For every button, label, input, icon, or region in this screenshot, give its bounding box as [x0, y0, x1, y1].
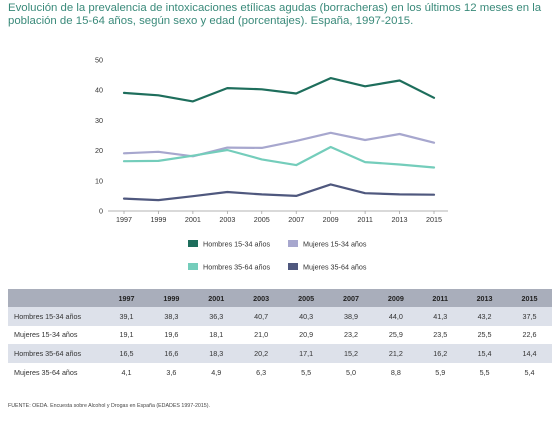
table-cell: 5,4 [524, 367, 535, 377]
table-header-row: 1997 1999 2001 2003 2005 2007 2009 2011 2013 2015 [8, 289, 552, 307]
x-tick-label: 2009 [323, 215, 339, 224]
table-cell: 23,5 [433, 330, 448, 340]
series-line [122, 183, 436, 202]
table-header-cell: 2015 [521, 293, 538, 303]
y-tick-label: 0 [99, 207, 103, 216]
table-cell: 16,5 [119, 348, 134, 358]
table-cell: 21,0 [254, 330, 269, 340]
table-row-label: Hombres 35-64 años [14, 348, 82, 358]
x-tick-label: 2007 [288, 215, 304, 224]
table-cell: 44,0 [388, 311, 403, 321]
y-tick-label: 20 [95, 146, 103, 155]
legend-swatch [288, 240, 298, 247]
table-cell: 5,5 [479, 367, 490, 377]
chart-axes: 0 10 20 30 40 50 1997 1999 2001 2003 2005 2007 2009 2… [95, 56, 448, 224]
chart-legend: Hombres 15-34 años Mujeres 15-34 años Homb… [188, 239, 367, 271]
table-cell: 3,6 [166, 367, 177, 377]
x-tick-label: 2003 [219, 215, 235, 224]
table-header-cell: 2011 [432, 293, 449, 303]
table-header-cell: 2009 [387, 293, 404, 303]
table-cell: 4,1 [121, 367, 132, 377]
table-row: Mujeres 15-34 años 19,1 19,6 18,1 21,0 20,9 23… [8, 325, 552, 345]
table-cell: 17,1 [299, 348, 314, 358]
legend-swatch [188, 263, 198, 270]
table-cell: 43,2 [477, 311, 492, 321]
y-tick-label: 50 [95, 56, 103, 65]
table-body: Hombres 15-34 años 39,1 38,3 36,3 40,7 40,3 38… [8, 307, 552, 382]
x-tick-label: 1997 [116, 215, 132, 224]
table-header-cell: 2013 [476, 293, 493, 303]
table-cell: 25,9 [388, 330, 403, 340]
table-cell: 20,2 [254, 348, 269, 358]
table-cell: 18,3 [209, 348, 224, 358]
table-header-cell: 1997 [118, 293, 135, 303]
source-footnote: FUENTE: OEDA. Encuesta sobre Alcohol y D… [8, 403, 210, 409]
x-tick-label: 2005 [254, 215, 270, 224]
legend-label: Hombres 15-34 años [203, 239, 271, 248]
table-header-cell: 2003 [253, 293, 270, 303]
table-cell: 36,3 [209, 311, 224, 321]
table-cell: 38,3 [164, 311, 179, 321]
table-cell: 15,2 [343, 348, 358, 358]
table-cell: 21,2 [388, 348, 403, 358]
legend-label: Mujeres 15-34 años [303, 239, 367, 248]
legend-label: Hombres 35-64 años [203, 262, 271, 271]
table-cell: 15,4 [477, 348, 492, 358]
legend-swatch [288, 263, 298, 270]
table-row: Mujeres 35-64 años 4,1 3,6 4,9 6,3 5,5 5,0 8,8 5… [8, 362, 552, 382]
y-tick-label: 40 [95, 86, 103, 95]
y-tick-label: 30 [95, 116, 103, 125]
table-cell: 19,1 [119, 330, 134, 340]
table-cell: 41,3 [433, 311, 448, 321]
y-tick-label: 10 [95, 176, 103, 185]
table-row-label: Mujeres 35-64 años [14, 367, 78, 377]
table-corner-cell [8, 289, 104, 307]
x-tick-label: 2013 [392, 215, 408, 224]
x-tick-label: 2001 [185, 215, 201, 224]
x-tick-label: 1999 [150, 215, 166, 224]
table-row-label: Mujeres 15-34 años [14, 330, 78, 340]
chart-series [122, 76, 436, 202]
table-cell: 4,9 [211, 367, 222, 377]
table-cell: 5,5 [301, 367, 312, 377]
table-row: Hombres 15-34 años 39,1 38,3 36,3 40,7 40,3 38… [8, 307, 552, 326]
x-tick-label: 2015 [426, 215, 442, 224]
table-cell: 39,1 [119, 311, 134, 321]
data-table: 1997 1999 2001 2003 2005 2007 2009 2011 2013 2015… [8, 289, 552, 382]
table-cell: 19,6 [164, 330, 179, 340]
table-cell: 5,0 [345, 367, 356, 377]
table-row-label: Hombres 15-34 años [14, 311, 82, 321]
line-chart: 0 10 20 30 40 50 1997 1999 2001 2003 2005 2007 2009 2… [95, 56, 448, 271]
table-cell: 38,9 [343, 311, 358, 321]
table-cell: 23,2 [343, 330, 358, 340]
table-cell: 16,2 [433, 348, 448, 358]
table-header-cell: 1999 [163, 293, 180, 303]
table-cell: 40,3 [299, 311, 314, 321]
table-cell: 40,7 [254, 311, 269, 321]
table-header-cell: 2005 [298, 293, 315, 303]
table-cell: 8,8 [390, 367, 401, 377]
legend-swatch [188, 240, 198, 247]
table-cell: 5,9 [435, 367, 446, 377]
series-line [122, 76, 436, 103]
table-header-cell: 2001 [208, 293, 225, 303]
legend-label: Mujeres 35-64 años [303, 262, 367, 271]
table-cell: 37,5 [522, 311, 537, 321]
series-line [122, 131, 436, 158]
table-cell: 16,6 [164, 348, 179, 358]
series-line [122, 145, 436, 169]
table-row: Hombres 35-64 años 16,5 16,6 18,3 20,2 17,1 15… [8, 344, 552, 363]
table-cell: 6,3 [256, 367, 267, 377]
table-cell: 25,5 [477, 330, 492, 340]
table-cell: 20,9 [299, 330, 314, 340]
table-cell: 18,1 [209, 330, 224, 340]
chart-title: Evolución de la prevalencia de intoxicac… [8, 2, 542, 27]
x-tick-label: 2011 [357, 215, 372, 224]
table-cell: 22,6 [522, 330, 537, 340]
table-header-cell: 2007 [342, 293, 359, 303]
table-cell: 14,4 [522, 348, 537, 358]
